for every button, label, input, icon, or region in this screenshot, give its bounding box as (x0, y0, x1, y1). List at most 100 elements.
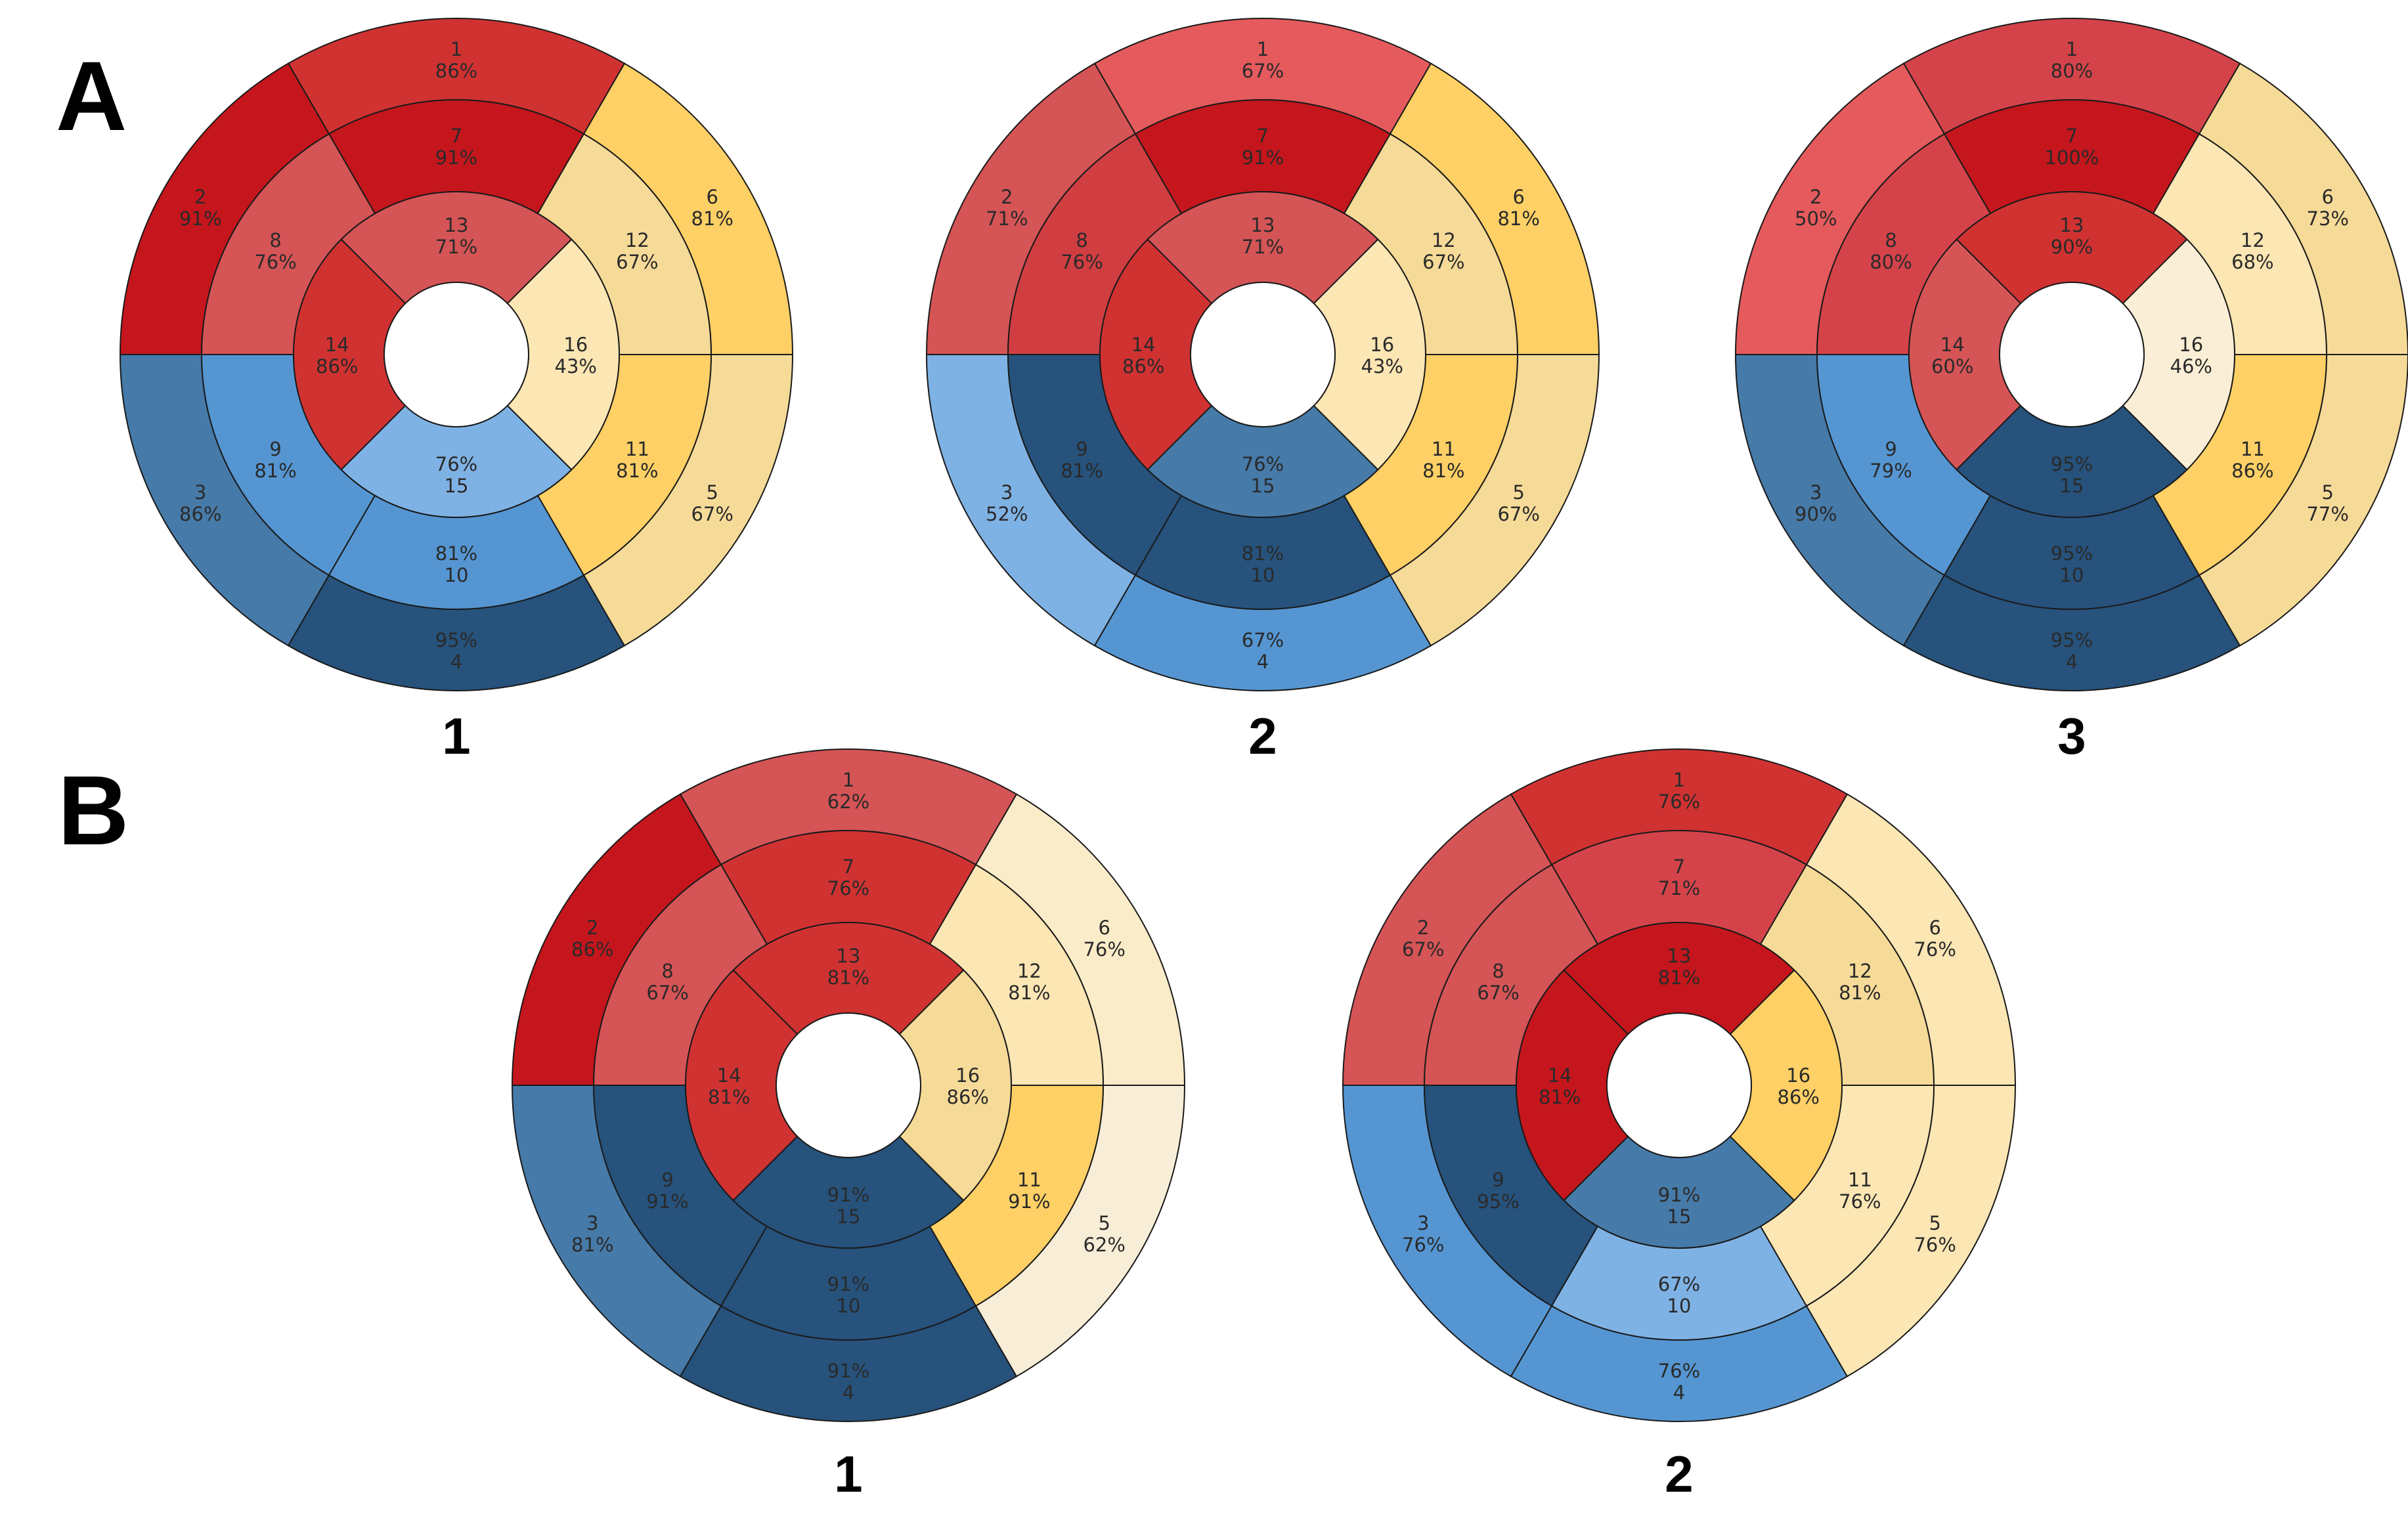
diagram-label: 3 (2057, 707, 2086, 765)
segment-percent: 81% (1539, 1086, 1581, 1108)
bullseye-diagram: 162%286%381%91%4562%676%776%867%991%91%1… (511, 748, 1186, 1503)
segment-percent: 76% (1914, 1234, 1956, 1256)
segment-number: 6 (1512, 186, 1524, 208)
segment-number: 11 (2241, 438, 2265, 460)
segment-number: 14 (325, 334, 349, 356)
segment-number: 2 (1417, 917, 1429, 939)
segment-number: 12 (1432, 229, 1456, 251)
segment-percent: 43% (1361, 355, 1403, 378)
segment-percent: 95% (2051, 453, 2093, 475)
segment-percent: 81% (1008, 982, 1050, 1004)
segment-percent: 91% (1008, 1190, 1050, 1213)
segment-percent: 91% (827, 1360, 869, 1382)
segment-number: 10 (445, 564, 469, 586)
segment-number: 3 (194, 481, 206, 504)
segment-number: 6 (1098, 917, 1110, 939)
segment-percent: 43% (555, 355, 597, 378)
segment-percent: 67% (1242, 629, 1284, 651)
segment-number: 5 (1929, 1212, 1940, 1234)
segment-number: 1 (1257, 38, 1269, 60)
segment-percent: 67% (646, 982, 688, 1004)
segment-percent: 81% (254, 460, 296, 482)
segment-number: 3 (1810, 481, 1822, 504)
segment-number: 13 (837, 945, 861, 967)
segment-number: 9 (269, 438, 281, 460)
segment-percent: 76% (1083, 938, 1125, 961)
segment-number: 15 (837, 1205, 861, 1228)
segment-number: 4 (1673, 1381, 1685, 1404)
segment-percent: 86% (571, 938, 613, 961)
segment-percent: 90% (2051, 236, 2093, 258)
segment-percent: 91% (1658, 1184, 1700, 1206)
segment-number: 6 (706, 186, 718, 208)
segment-percent: 52% (986, 503, 1028, 525)
segment-number: 16 (1370, 334, 1394, 356)
segment-percent: 95% (435, 629, 477, 651)
segment-number: 7 (1673, 855, 1685, 878)
segment-percent: 100% (2045, 146, 2099, 169)
segment-number: 7 (450, 125, 462, 147)
center-hole (776, 1012, 921, 1158)
segment-percent: 76% (1658, 1360, 1700, 1382)
segment-number: 15 (445, 475, 469, 497)
segment-percent: 86% (316, 355, 358, 378)
center-hole (383, 282, 529, 427)
segment-number: 12 (625, 229, 649, 251)
segment-number: 7 (1257, 125, 1269, 147)
segment-number: 8 (1885, 229, 1896, 251)
segment-number: 14 (1131, 334, 1156, 356)
segment-percent: 81% (1242, 542, 1284, 565)
segment-percent: 71% (1242, 236, 1284, 258)
diagram-label: 2 (1665, 1445, 1693, 1503)
segment-percent: 91% (827, 1273, 869, 1295)
segment-percent: 67% (1422, 251, 1464, 273)
segment-percent: 46% (2170, 355, 2212, 378)
segment-percent: 71% (1658, 877, 1700, 899)
segment-number: 12 (1848, 960, 1872, 982)
bullseye-diagram: 176%267%376%76%4576%676%771%867%995%67%1… (1342, 748, 2017, 1503)
segment-percent: 76% (1839, 1190, 1881, 1213)
segment-percent: 81% (827, 966, 869, 989)
segment-percent: 73% (2306, 207, 2348, 230)
segment-percent: 80% (1870, 251, 1912, 273)
segment-percent: 67% (691, 503, 733, 525)
bullseye-diagram: 180%250%390%95%4577%673%7100%880%979%95%… (1734, 18, 2408, 765)
segment-percent: 95% (2051, 542, 2093, 565)
segment-percent: 81% (571, 1234, 613, 1256)
segment-number: 9 (1076, 438, 1087, 460)
segment-number: 13 (1667, 945, 1692, 967)
segment-percent: 81% (1497, 207, 1539, 230)
center-hole (1606, 1012, 1752, 1158)
diagram-label: 2 (1248, 707, 1277, 765)
segment-percent: 91% (1242, 146, 1284, 169)
segment-percent: 67% (1402, 938, 1444, 961)
segment-percent: 62% (827, 790, 869, 813)
segment-percent: 81% (1658, 966, 1700, 989)
segment-percent: 67% (1497, 503, 1539, 525)
segment-number: 15 (2060, 475, 2084, 497)
segment-number: 11 (1848, 1169, 1872, 1191)
segment-number: 13 (2060, 214, 2084, 236)
segment-number: 15 (1251, 475, 1275, 497)
segment-number: 14 (1940, 334, 1965, 356)
segment-number: 1 (843, 769, 854, 791)
segment-number: 13 (445, 214, 469, 236)
segment-number: 11 (1017, 1169, 1041, 1191)
segment-percent: 67% (1242, 60, 1284, 82)
segment-number: 4 (2066, 651, 2078, 673)
segment-percent: 86% (179, 503, 221, 525)
segment-percent: 62% (1083, 1234, 1125, 1256)
segment-percent: 77% (2306, 503, 2348, 525)
segment-percent: 91% (646, 1190, 688, 1213)
segment-percent: 79% (1870, 460, 1912, 482)
segment-number: 10 (1667, 1295, 1692, 1317)
segment-percent: 81% (1422, 460, 1464, 482)
segment-percent: 76% (254, 251, 296, 273)
segment-percent: 71% (986, 207, 1028, 230)
segment-number: 5 (1098, 1212, 1110, 1234)
segment-percent: 95% (1477, 1190, 1519, 1213)
center-hole (1999, 282, 2145, 427)
segment-number: 4 (843, 1381, 854, 1404)
segment-percent: 86% (435, 60, 477, 82)
segment-number: 7 (843, 855, 854, 878)
